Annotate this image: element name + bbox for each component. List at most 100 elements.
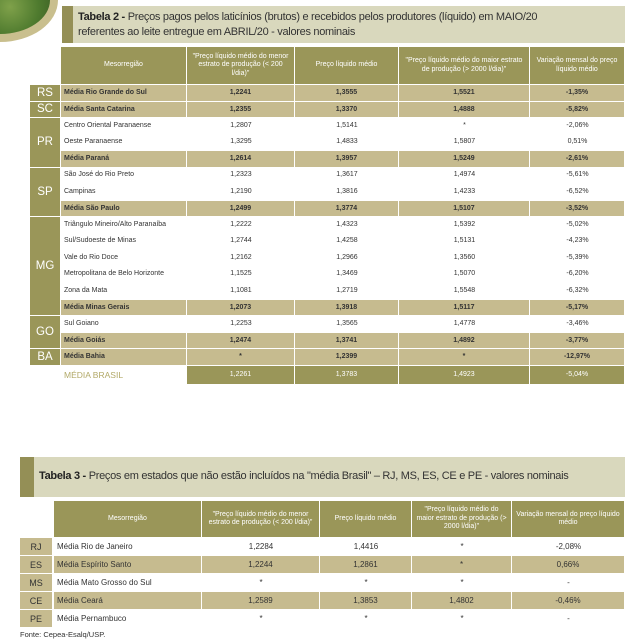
region-name: Campinas [64, 187, 96, 195]
region-name: Sul/Sudoeste de Minas [64, 237, 136, 245]
media-brasil-label: MÉDIA BRASIL [64, 369, 124, 380]
column-header: Mesorregião [54, 501, 202, 537]
value-cell: 1,3617 [336, 171, 358, 179]
region-name: Oeste Paranaense [64, 138, 123, 146]
column-header: "Preço líquido médio do maior estrato de… [399, 47, 530, 84]
value-cell: * [364, 613, 368, 623]
region-name: Média Rio de Janeiro [57, 541, 133, 551]
value-cell: * [460, 613, 464, 623]
column-header: Preço líquido médio [295, 47, 399, 84]
value-cell: * [399, 348, 530, 365]
state-label: PR [30, 117, 61, 167]
value-cell: -2,61% [530, 150, 625, 167]
value-cell: -4,23% [566, 237, 589, 245]
value-cell: 1,5807 [453, 138, 476, 146]
value-cell: -3,46% [566, 319, 589, 327]
value-cell: 1,3295 [230, 138, 252, 146]
state-label: ES [20, 555, 54, 573]
value-cell: 1,2284 [248, 541, 274, 551]
region-name: Média Ceará [54, 591, 202, 609]
value-cell: - [567, 577, 570, 587]
value-cell: 1,2222 [230, 220, 252, 228]
value-cell: * [460, 577, 464, 587]
state-label: SP [30, 166, 61, 216]
region-name: Sul Goiano [64, 319, 99, 327]
value-cell: -6,20% [566, 270, 589, 278]
value-cell: 1,5070 [453, 270, 476, 278]
value-cell: 1,3741 [295, 331, 399, 348]
state-label: SC [30, 100, 61, 117]
value-cell: 1,5141 [336, 121, 358, 129]
value-cell: 1,3918 [295, 298, 399, 315]
value-cell: - [567, 613, 570, 623]
state-label: PE [20, 609, 54, 627]
value-cell: 1,2190 [230, 187, 252, 195]
value-cell: 1,3469 [336, 270, 358, 278]
value-cell: * [259, 613, 263, 623]
value-cell: 0,51% [567, 138, 588, 146]
region-name: Média Mato Grosso do Sul [57, 577, 152, 587]
state-label: MG [30, 216, 61, 315]
value-cell: 1,4974 [453, 171, 476, 179]
value-cell: 1,2589 [202, 591, 320, 609]
media-brasil-value: 1,4923 [399, 365, 530, 384]
column-header: Mesorregião [61, 47, 187, 84]
value-cell: 1,3853 [320, 591, 412, 609]
value-cell: -2,08% [555, 541, 582, 551]
region-name: Triângulo Mineiro/Alto Paranaíba [64, 220, 167, 228]
region-name: Média Minas Gerais [61, 298, 187, 315]
value-cell: 1,2614 [187, 150, 295, 167]
value-cell: 1,4416 [353, 541, 379, 551]
column-header: Variação mensal do preço líquido médio [530, 47, 625, 84]
value-cell: 1,2499 [187, 199, 295, 216]
region-name: Vale do Rio Doce [64, 253, 118, 261]
value-cell: 1,4778 [453, 319, 476, 327]
column-header: "Preço líquido médio do menor estrato de… [187, 47, 295, 84]
value-cell: -2,06% [566, 121, 589, 129]
region-name: Média Santa Catarina [61, 100, 187, 117]
value-cell: 1,2073 [187, 298, 295, 315]
state-label: BA [30, 348, 61, 365]
value-cell: 1,5249 [399, 150, 530, 167]
value-cell: 1,4802 [412, 591, 512, 609]
value-cell: 1,3370 [295, 100, 399, 117]
title-stripe [62, 6, 73, 43]
decorative-photo-circle [0, 0, 58, 42]
value-cell: 1,2244 [202, 555, 320, 573]
value-cell: 1,2744 [230, 237, 252, 245]
value-cell: 1,3957 [295, 150, 399, 167]
region-name: Média Goiás [61, 331, 187, 348]
media-brasil-value: 1,2261 [187, 365, 295, 384]
value-cell: * [187, 348, 295, 365]
table3-title-text: Preços em estados que não estão incluído… [85, 470, 569, 482]
value-cell: 1,5131 [453, 237, 476, 245]
value-cell: -5,82% [530, 100, 625, 117]
value-cell: 1,3555 [295, 84, 399, 101]
value-cell: 1,5548 [453, 286, 476, 294]
region-name: Média Pernambuco [57, 613, 127, 623]
state-label: GO [30, 315, 61, 348]
value-cell: -5,61% [566, 171, 589, 179]
value-cell: 0,66% [512, 555, 625, 573]
value-cell: -3,77% [530, 331, 625, 348]
value-cell: 1,4323 [336, 220, 358, 228]
value-cell: 1,5107 [399, 199, 530, 216]
value-cell: 1,1525 [230, 270, 252, 278]
value-cell: 1,3816 [336, 187, 358, 195]
value-cell: 1,2241 [187, 84, 295, 101]
value-cell: 1,3560 [453, 253, 476, 261]
value-cell: 1,5117 [399, 298, 530, 315]
column-header: "Preço líquido médio do maior estrato de… [412, 501, 512, 537]
region-name: São José do Rio Preto [64, 171, 135, 179]
state-label: CE [20, 591, 54, 609]
state-label: MS [20, 573, 54, 591]
value-cell: -6,52% [566, 187, 589, 195]
value-cell: * [364, 577, 368, 587]
title-stripe [20, 457, 34, 497]
media-brasil-value: 1,3783 [295, 365, 399, 384]
value-cell: 1,2966 [336, 253, 358, 261]
value-cell: 1,4233 [453, 187, 476, 195]
value-cell: 1,5392 [453, 220, 476, 228]
table2-title-line1: Preços pagos pelos laticínios (brutos) e… [124, 11, 538, 23]
region-name: Metropolitana de Belo Horizonte [64, 270, 165, 278]
